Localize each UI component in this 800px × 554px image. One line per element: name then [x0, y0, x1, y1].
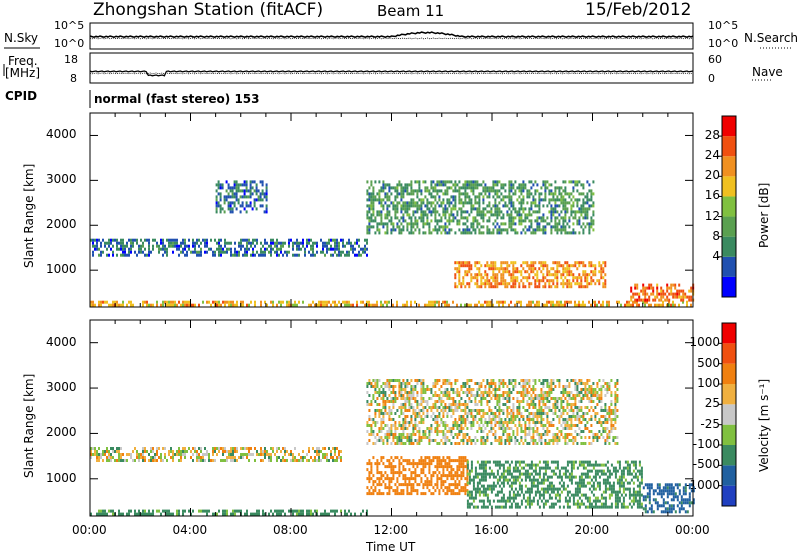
power-cbar-cell-0 [722, 276, 736, 297]
power-cbar-tick-label-2: 20 [704, 168, 720, 183]
nsearch-label: N.Search [744, 31, 799, 45]
noise-tick-high-right: 10^5 [708, 19, 739, 32]
freq-tick-high: 18 [64, 53, 78, 66]
velocity-region-5 [642, 483, 695, 514]
velocity-ytick-label-3: 1000 [46, 470, 77, 485]
nsky-label: N.Sky [4, 31, 39, 45]
freq-unit-label: [MHz] [5, 66, 41, 80]
nsearch-trace [89, 37, 694, 40]
velocity-cbar-cell-8 [722, 323, 736, 344]
power-region-4 [366, 180, 595, 235]
velocity-region-1 [366, 456, 469, 496]
noise-tick-low-left: 10^0 [54, 37, 85, 50]
power-cbar-tick-label-5: 8 [712, 228, 720, 243]
power-region-0 [90, 300, 692, 307]
velocity-cbar-tick-label-6: -500 [692, 457, 720, 472]
nave-tick-low: 0 [708, 72, 715, 85]
cpid-text: normal (fast stereo) 153 [94, 92, 260, 106]
velocity-cbar-cell-7 [722, 343, 736, 364]
nave-trace [89, 72, 694, 75]
velocity-cbar-cell-6 [722, 363, 736, 384]
nave-label: Nave [752, 65, 783, 79]
power-ytick-label-0: 4000 [46, 127, 77, 142]
velocity-cbar-cell-2 [722, 445, 736, 466]
cpid-label: CPID [5, 89, 38, 103]
freq-label: Freq. [8, 54, 38, 68]
time-tick-label-5: 20:00 [574, 523, 610, 537]
power-cbar-tick-label-0: 28 [704, 128, 720, 143]
beam-label: Beam 11 [377, 2, 445, 20]
power-cbar-tick-label-4: 12 [704, 208, 720, 223]
velocity-ytick-label-0: 4000 [46, 334, 77, 349]
time-tick-label-6: 00:00 [675, 523, 710, 537]
time-tick-label-4: 16:00 [474, 523, 509, 537]
noise-tick-high-left: 10^5 [54, 19, 85, 32]
velocity-cbar-tick-label-1: 500 [697, 355, 720, 370]
freq-panel-frame [89, 52, 694, 84]
time-axis-label: Time UT [366, 540, 416, 554]
power-region-2 [630, 283, 695, 302]
power-cbar-cell-8 [722, 116, 736, 137]
power-cbar-cell-2 [722, 236, 736, 257]
power-ytick-label-3: 1000 [46, 262, 77, 277]
nave-tick-high: 60 [708, 53, 722, 66]
power-region-1 [454, 261, 607, 289]
velocity-cbar-cell-5 [722, 384, 736, 405]
power-ytick-label-1: 3000 [46, 172, 77, 187]
power-cbar-tick-label-3: 16 [704, 188, 720, 203]
power-cbar-cell-3 [722, 216, 736, 237]
power-region-3 [90, 238, 368, 257]
power-cbar-cell-4 [722, 196, 736, 217]
noise-tick-low-right: 10^0 [708, 37, 739, 50]
power-cbar-cell-7 [722, 136, 736, 157]
time-tick-label-1: 04:00 [172, 523, 208, 537]
station-title: Zhongshan Station (fitACF) [93, 0, 324, 20]
power-cbar-frame [721, 115, 737, 298]
power-cbar-cell-5 [722, 176, 736, 197]
velocity-cbar-cell-3 [722, 424, 736, 445]
velocity-cbar-frame [721, 322, 737, 507]
date-label: 15/Feb/2012 [585, 0, 692, 20]
time-tick-label-0: 00:00 [72, 523, 107, 537]
time-tick-label-2: 08:00 [273, 523, 308, 537]
nsky-trace [89, 31, 694, 38]
power-region-5 [215, 180, 268, 214]
velocity-cbar-cell-1 [722, 465, 736, 486]
velocity-region-3 [90, 447, 342, 462]
velocity-cbar-cell-4 [722, 404, 736, 425]
power-cbar-tick-label-6: 4 [712, 248, 720, 263]
velocity-cbar-tick-label-4: -25 [700, 416, 720, 431]
freq-tick-low: 8 [70, 72, 77, 85]
velocity-region-0 [90, 509, 368, 516]
velocity-ytick-label-2: 2000 [46, 425, 77, 440]
velocity-cbar-tick-label-0: 1000 [689, 335, 720, 350]
freq-trace [89, 70, 694, 77]
power-cbar-cell-1 [722, 256, 736, 277]
velocity-region-4 [366, 379, 619, 445]
velocity-ytick-label-1: 3000 [46, 380, 77, 395]
power-ytick-label-2: 2000 [46, 217, 77, 232]
time-tick-label-3: 12:00 [373, 523, 409, 537]
power-cbar-tick-label-1: 24 [704, 148, 720, 163]
velocity-cbar-tick-label-2: 100 [697, 376, 720, 390]
velocity-cbar-cell-0 [722, 485, 736, 506]
velocity-region-2 [466, 460, 643, 509]
velocity-cbar-tick-label-3: 25 [704, 396, 720, 411]
velocity-cbar-tick-label-5: -100 [692, 437, 720, 451]
power-cbar-cell-6 [722, 156, 736, 177]
